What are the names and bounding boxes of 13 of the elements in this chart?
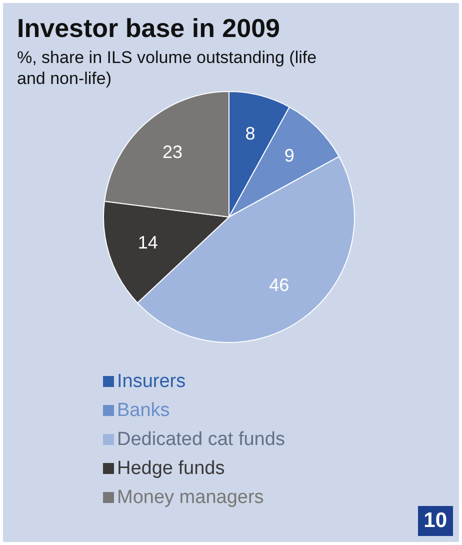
legend-label: Insurers [117, 370, 186, 392]
data-label: 9 [284, 146, 294, 166]
chart-title: Investor base in 2009 [17, 13, 280, 44]
data-label: 23 [162, 142, 183, 162]
text: 10 [418, 506, 453, 536]
chart-subtitle: %, share in ILS volume outstanding (life and non-life) [17, 47, 318, 89]
data-label: 46 [269, 275, 290, 296]
legend-label: Money managers [117, 486, 264, 508]
data-label: 8 [245, 123, 256, 144]
data-label: 14 [138, 232, 158, 252]
legend-label: Dedicated cat funds [117, 428, 285, 450]
legend-label: Hedge funds [117, 458, 225, 480]
legend-label: Banks [117, 400, 170, 422]
